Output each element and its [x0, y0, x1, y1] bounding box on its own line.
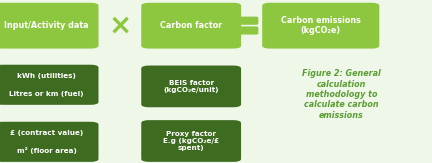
FancyBboxPatch shape — [0, 140, 98, 162]
Text: Figure 2: General
calculation
methodology to
calculate carbon
emissions: Figure 2: General calculation methodolog… — [302, 69, 381, 120]
Text: Litres or km (fuel): Litres or km (fuel) — [9, 91, 84, 97]
FancyBboxPatch shape — [262, 3, 379, 49]
Text: £ (contract value): £ (contract value) — [10, 130, 83, 136]
FancyBboxPatch shape — [141, 120, 241, 162]
Text: kWh (utilities): kWh (utilities) — [17, 73, 76, 79]
FancyBboxPatch shape — [0, 83, 98, 105]
FancyBboxPatch shape — [0, 3, 98, 49]
FancyBboxPatch shape — [141, 3, 241, 49]
FancyBboxPatch shape — [0, 65, 98, 87]
Text: ×: × — [108, 12, 132, 40]
Text: Carbon factor: Carbon factor — [160, 21, 222, 30]
Text: Carbon emissions
(kgCO₂e): Carbon emissions (kgCO₂e) — [281, 16, 361, 35]
FancyBboxPatch shape — [141, 66, 241, 107]
Text: m² (floor area): m² (floor area) — [16, 147, 76, 154]
Text: Proxy factor
E.g (kgCO₂e/£
spent): Proxy factor E.g (kgCO₂e/£ spent) — [163, 131, 219, 151]
Text: Input/Activity data: Input/Activity data — [4, 21, 89, 30]
FancyBboxPatch shape — [0, 122, 98, 144]
FancyBboxPatch shape — [236, 26, 258, 35]
Text: BEIS factor
(kgCO₂e/unit): BEIS factor (kgCO₂e/unit) — [163, 80, 219, 93]
FancyBboxPatch shape — [236, 17, 258, 25]
